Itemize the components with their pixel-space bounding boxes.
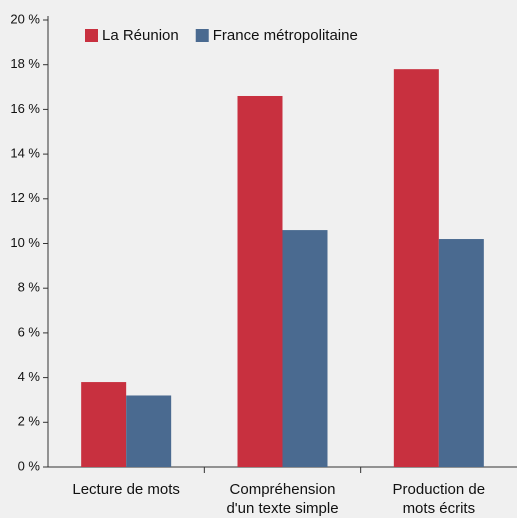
bar [81, 382, 127, 467]
x-tick-label: Compréhension d'un texte simple [226, 481, 339, 517]
bar [237, 95, 283, 468]
legend-label: France métropolitaine [213, 27, 358, 44]
y-tick-label: 14 % [10, 146, 40, 161]
y-tick-label: 16 % [10, 101, 40, 116]
legend-swatch [85, 29, 98, 42]
y-tick-label: 6 % [18, 324, 41, 339]
x-tick-label: Lecture de mots [72, 481, 180, 498]
bar [393, 69, 439, 468]
y-tick-label: 18 % [10, 56, 40, 71]
x-tick-label: Production de mots écrits [392, 481, 486, 517]
bar [438, 239, 484, 467]
y-tick-label: 4 % [18, 369, 41, 384]
bar [126, 395, 172, 467]
y-tick-label: 20 % [10, 11, 40, 26]
y-tick-label: 2 % [18, 414, 41, 429]
bar [282, 230, 328, 467]
y-tick-label: 8 % [18, 280, 41, 295]
legend-swatch [195, 29, 209, 42]
legend-label: La Réunion [102, 27, 179, 44]
y-tick-label: 0 % [18, 458, 41, 473]
y-tick-label: 12 % [10, 190, 40, 205]
y-tick-label: 10 % [10, 235, 40, 250]
